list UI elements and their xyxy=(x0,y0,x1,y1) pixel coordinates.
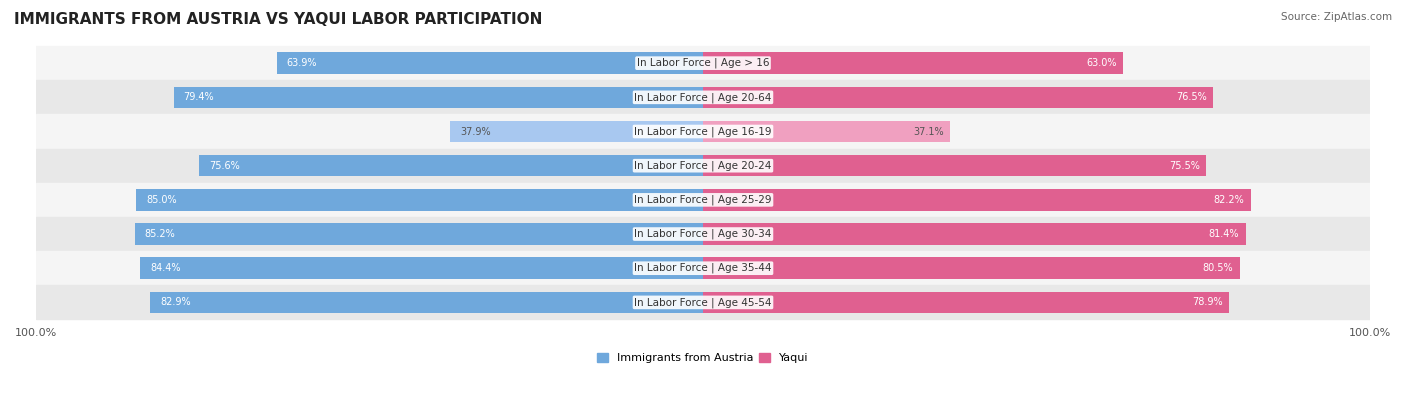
Text: In Labor Force | Age 35-44: In Labor Force | Age 35-44 xyxy=(634,263,772,273)
Bar xyxy=(37,183,1369,217)
Bar xyxy=(37,149,1369,183)
Bar xyxy=(135,223,703,245)
Bar xyxy=(450,121,703,142)
Bar xyxy=(150,292,703,313)
Bar xyxy=(277,53,703,74)
Bar xyxy=(37,115,1369,149)
Text: 84.4%: 84.4% xyxy=(150,263,180,273)
Text: 82.2%: 82.2% xyxy=(1213,195,1244,205)
Bar xyxy=(703,258,1240,279)
Legend: Immigrants from Austria, Yaqui: Immigrants from Austria, Yaqui xyxy=(593,349,813,368)
Bar xyxy=(703,292,1229,313)
Text: 75.5%: 75.5% xyxy=(1168,161,1199,171)
Bar xyxy=(141,258,703,279)
Text: 37.1%: 37.1% xyxy=(912,126,943,137)
Bar xyxy=(37,251,1369,285)
Text: 82.9%: 82.9% xyxy=(160,297,191,307)
Text: In Labor Force | Age 16-19: In Labor Force | Age 16-19 xyxy=(634,126,772,137)
Text: 75.6%: 75.6% xyxy=(209,161,239,171)
Bar xyxy=(703,155,1206,177)
Text: 80.5%: 80.5% xyxy=(1202,263,1233,273)
Bar xyxy=(703,189,1251,211)
Text: In Labor Force | Age 30-34: In Labor Force | Age 30-34 xyxy=(634,229,772,239)
Bar xyxy=(703,223,1246,245)
Text: 85.2%: 85.2% xyxy=(145,229,176,239)
Bar xyxy=(37,285,1369,320)
Text: In Labor Force | Age > 16: In Labor Force | Age > 16 xyxy=(637,58,769,68)
Text: 81.4%: 81.4% xyxy=(1209,229,1239,239)
Text: 76.5%: 76.5% xyxy=(1175,92,1206,102)
Bar xyxy=(173,87,703,108)
Bar xyxy=(37,80,1369,115)
Text: In Labor Force | Age 20-64: In Labor Force | Age 20-64 xyxy=(634,92,772,103)
Bar xyxy=(703,53,1123,74)
Text: 63.0%: 63.0% xyxy=(1085,58,1116,68)
Bar xyxy=(703,121,950,142)
Bar xyxy=(198,155,703,177)
Bar xyxy=(37,46,1369,80)
Text: In Labor Force | Age 45-54: In Labor Force | Age 45-54 xyxy=(634,297,772,308)
Text: 37.9%: 37.9% xyxy=(460,126,491,137)
Text: 85.0%: 85.0% xyxy=(146,195,177,205)
Bar xyxy=(37,217,1369,251)
Text: In Labor Force | Age 25-29: In Labor Force | Age 25-29 xyxy=(634,195,772,205)
Text: 78.9%: 78.9% xyxy=(1192,297,1222,307)
Bar xyxy=(136,189,703,211)
Text: 79.4%: 79.4% xyxy=(184,92,214,102)
Bar xyxy=(703,87,1213,108)
Text: In Labor Force | Age 20-24: In Labor Force | Age 20-24 xyxy=(634,160,772,171)
Text: Source: ZipAtlas.com: Source: ZipAtlas.com xyxy=(1281,12,1392,22)
Text: IMMIGRANTS FROM AUSTRIA VS YAQUI LABOR PARTICIPATION: IMMIGRANTS FROM AUSTRIA VS YAQUI LABOR P… xyxy=(14,12,543,27)
Text: 63.9%: 63.9% xyxy=(287,58,318,68)
